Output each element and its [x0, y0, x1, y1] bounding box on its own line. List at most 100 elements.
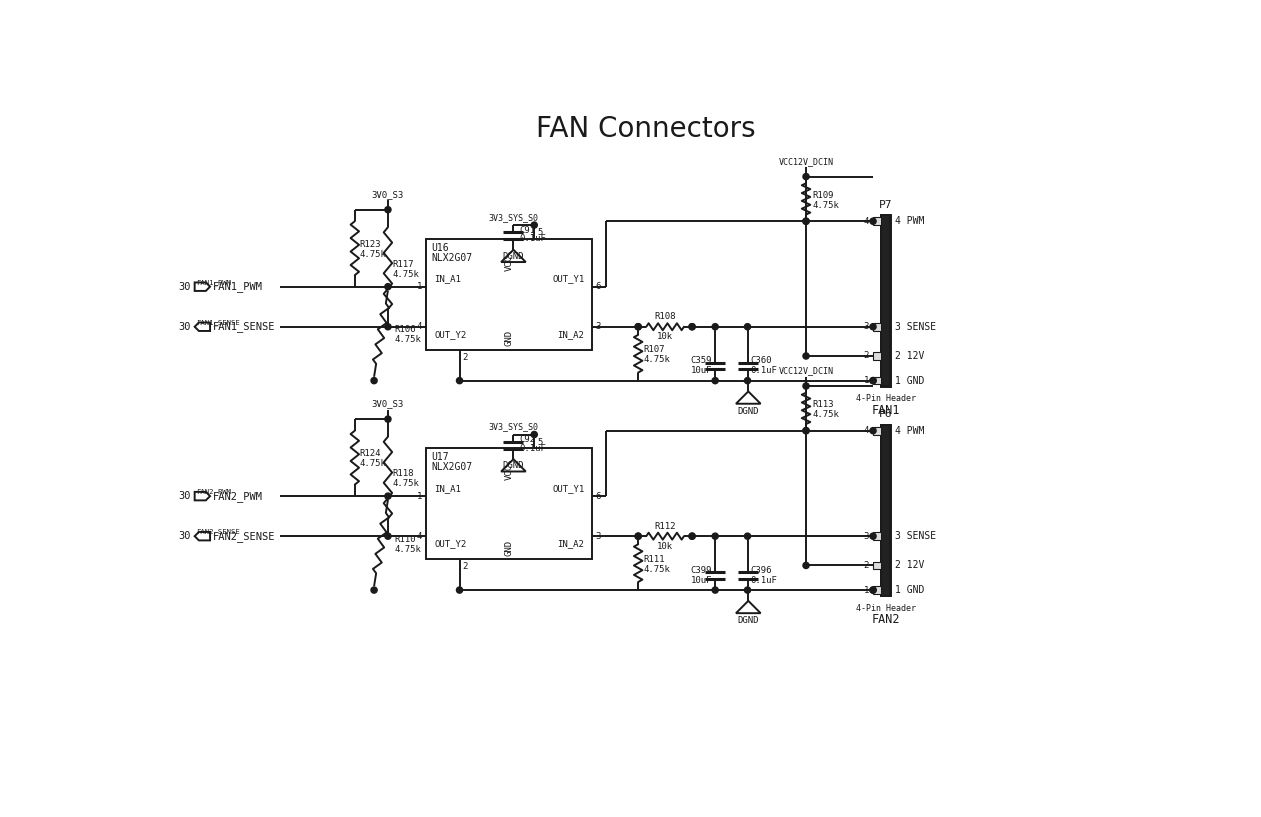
Circle shape — [870, 377, 876, 384]
Circle shape — [803, 173, 810, 180]
Circle shape — [870, 218, 876, 225]
Text: 3 SENSE: 3 SENSE — [895, 531, 937, 541]
Circle shape — [531, 431, 537, 438]
Circle shape — [803, 383, 810, 389]
Text: FAN1_PWM: FAN1_PWM — [213, 281, 264, 292]
Text: 10uF: 10uF — [691, 575, 712, 584]
Text: DGND: DGND — [503, 252, 525, 261]
Text: OUT_Y2: OUT_Y2 — [434, 330, 467, 339]
Circle shape — [636, 324, 642, 330]
Text: 4: 4 — [416, 532, 422, 541]
Circle shape — [385, 207, 391, 212]
Circle shape — [456, 377, 463, 384]
Text: IN_A2: IN_A2 — [557, 539, 584, 548]
Text: 1 GND: 1 GND — [895, 585, 924, 595]
Text: 4.75k: 4.75k — [392, 270, 420, 279]
Bar — [880, 215, 890, 386]
Text: 4.75k: 4.75k — [643, 565, 671, 574]
Text: DGND: DGND — [738, 616, 759, 625]
Text: FAN1: FAN1 — [871, 404, 900, 417]
Text: 5: 5 — [537, 438, 542, 447]
Text: R117: R117 — [392, 260, 414, 269]
Text: IN_A1: IN_A1 — [434, 484, 462, 493]
Text: 1: 1 — [864, 376, 869, 385]
Text: 4-Pin Header: 4-Pin Header — [856, 604, 915, 613]
Text: C399: C399 — [691, 565, 712, 574]
Text: R110: R110 — [395, 535, 416, 544]
Text: R111: R111 — [643, 555, 665, 564]
Text: 3V3_SYS_S0: 3V3_SYS_S0 — [488, 422, 538, 431]
Text: C359: C359 — [691, 356, 712, 365]
Text: 0.1uF: 0.1uF — [750, 366, 778, 375]
Circle shape — [744, 533, 750, 539]
Circle shape — [870, 587, 876, 593]
Text: 4: 4 — [864, 217, 869, 225]
Text: DGND: DGND — [503, 462, 525, 471]
Text: NLX2G07: NLX2G07 — [431, 252, 472, 263]
Circle shape — [636, 533, 642, 539]
Text: C92: C92 — [520, 435, 536, 444]
Circle shape — [712, 377, 719, 384]
Text: C91: C91 — [520, 226, 536, 235]
Text: IN_A1: IN_A1 — [434, 275, 462, 283]
Text: 30: 30 — [178, 531, 190, 541]
Circle shape — [689, 533, 695, 539]
Circle shape — [689, 324, 695, 330]
Text: R123: R123 — [359, 240, 381, 249]
Circle shape — [689, 533, 695, 539]
Text: 6: 6 — [595, 492, 600, 501]
Text: OUT_Y1: OUT_Y1 — [552, 484, 584, 493]
Circle shape — [712, 324, 719, 330]
Circle shape — [689, 324, 695, 330]
Text: VCC: VCC — [504, 255, 513, 271]
Circle shape — [744, 377, 750, 384]
Circle shape — [803, 218, 810, 225]
Circle shape — [385, 416, 391, 422]
Bar — [873, 377, 880, 385]
Text: 0.1uF: 0.1uF — [520, 234, 546, 243]
Circle shape — [803, 562, 810, 569]
Text: 3V3_SYS_S0: 3V3_SYS_S0 — [488, 213, 538, 222]
Text: 10k: 10k — [657, 333, 673, 342]
Bar — [873, 561, 880, 569]
Text: OUT_Y1: OUT_Y1 — [552, 275, 584, 283]
Text: 10uF: 10uF — [691, 366, 712, 375]
Text: OUT_Y2: OUT_Y2 — [434, 539, 467, 548]
Text: R113: R113 — [812, 400, 834, 409]
Text: 4.75k: 4.75k — [359, 250, 386, 259]
Text: R107: R107 — [643, 346, 665, 355]
Text: 3 SENSE: 3 SENSE — [895, 322, 937, 332]
Text: 4: 4 — [864, 426, 869, 435]
Circle shape — [803, 427, 810, 434]
Text: R106: R106 — [395, 325, 416, 334]
Text: 2: 2 — [463, 562, 468, 571]
Bar — [873, 426, 880, 435]
Text: U17: U17 — [431, 453, 449, 462]
Text: GND: GND — [504, 330, 513, 346]
Text: FAN2_PWM: FAN2_PWM — [213, 491, 264, 502]
Bar — [873, 352, 880, 359]
Text: 4.75k: 4.75k — [395, 545, 421, 554]
Text: R112: R112 — [654, 522, 676, 531]
Bar — [426, 449, 591, 560]
Text: 5: 5 — [537, 229, 542, 238]
Bar — [873, 323, 880, 331]
Text: 1: 1 — [416, 282, 422, 291]
Text: FAN1_SENSE: FAN1_SENSE — [197, 319, 240, 326]
Bar — [426, 239, 591, 350]
Text: 1 GND: 1 GND — [895, 376, 924, 386]
Text: 2 12V: 2 12V — [895, 560, 924, 570]
Text: 30: 30 — [178, 322, 190, 332]
Circle shape — [870, 427, 876, 434]
Text: U16: U16 — [431, 243, 449, 252]
Bar — [881, 216, 890, 386]
Text: R118: R118 — [392, 469, 414, 478]
Text: 3: 3 — [595, 532, 600, 541]
Circle shape — [712, 587, 719, 593]
Text: 4 PWM: 4 PWM — [895, 426, 924, 435]
Text: FAN1_PWM: FAN1_PWM — [197, 279, 231, 285]
Text: 4.75k: 4.75k — [395, 335, 421, 344]
Text: R108: R108 — [654, 312, 676, 321]
Circle shape — [636, 533, 642, 539]
Text: P6: P6 — [879, 409, 893, 419]
